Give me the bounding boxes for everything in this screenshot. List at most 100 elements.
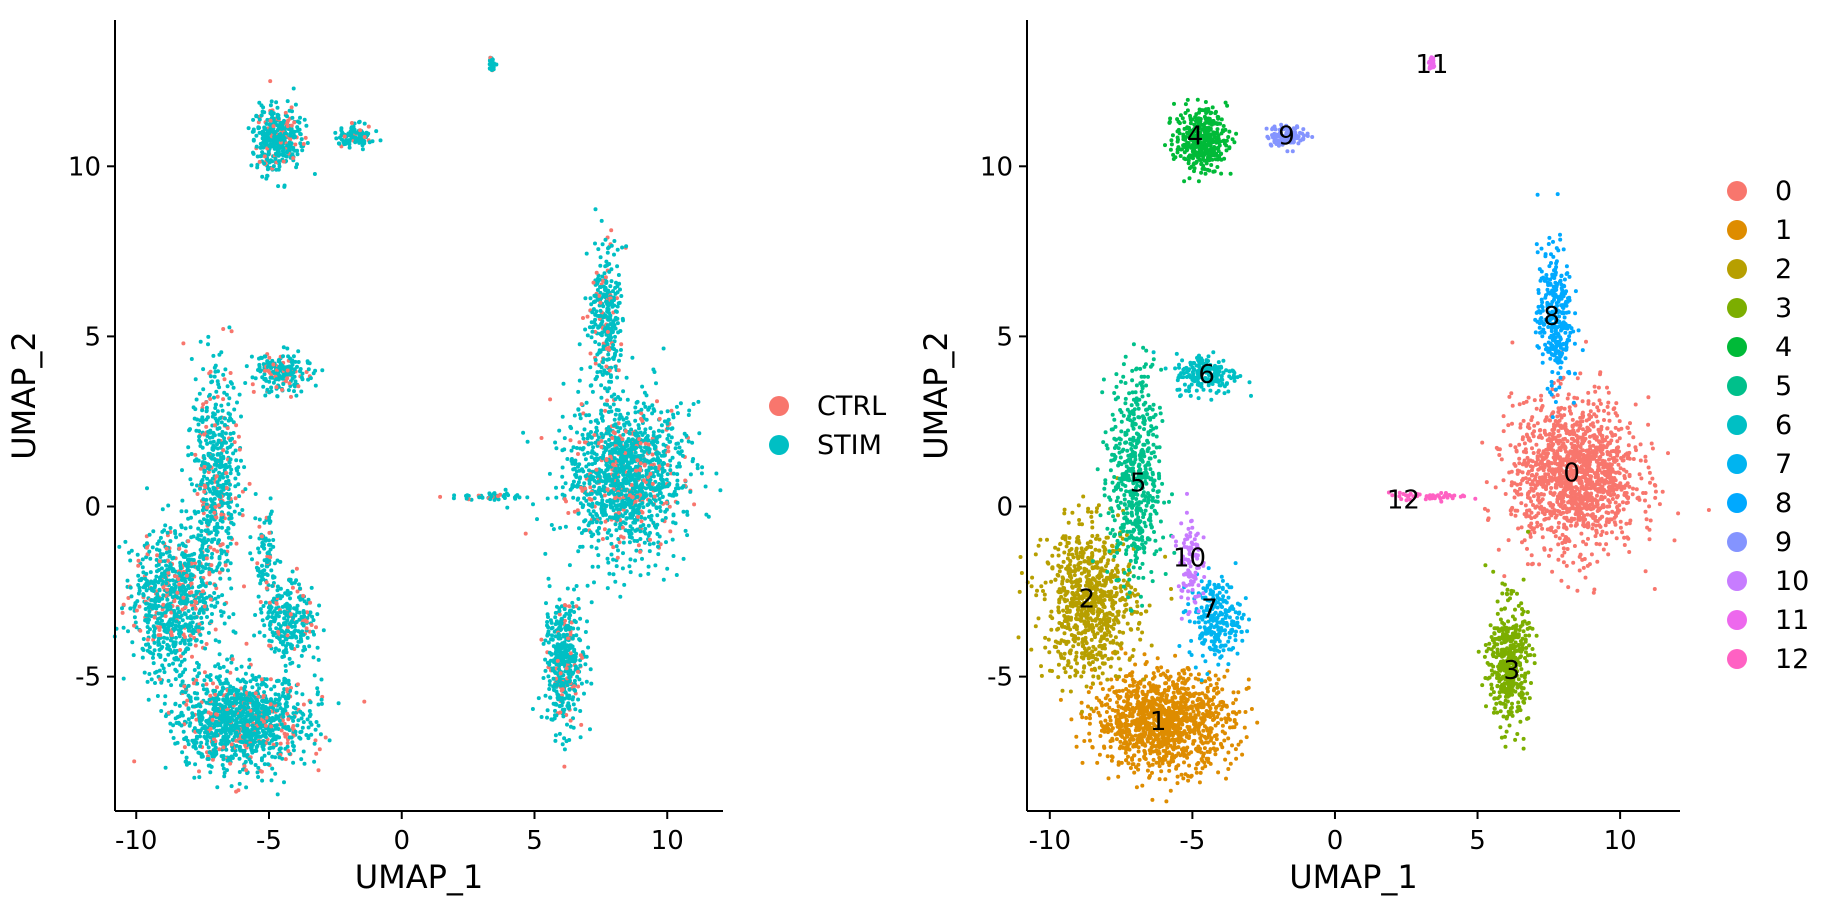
data-point (198, 444, 203, 448)
data-point (575, 508, 580, 513)
data-point (271, 164, 276, 169)
data-point (132, 615, 137, 620)
data-point (554, 485, 558, 490)
data-point (220, 525, 224, 530)
data-point (204, 438, 208, 443)
data-point (683, 478, 688, 483)
data-point (227, 615, 232, 620)
data-point (586, 645, 591, 650)
data-point (545, 496, 550, 501)
data-point (229, 467, 234, 472)
data-point (583, 474, 588, 479)
data-point (576, 407, 581, 412)
data-point (260, 174, 265, 179)
data-point (620, 446, 625, 450)
data-point (688, 489, 693, 494)
data-point (627, 431, 632, 436)
data-point (621, 432, 626, 437)
data-point (608, 405, 613, 410)
data-point (577, 440, 582, 445)
data-point (224, 471, 229, 475)
data-point (582, 519, 587, 524)
data-point (210, 435, 215, 440)
data-point (605, 402, 610, 407)
data-point (189, 600, 194, 605)
data-point (152, 615, 157, 620)
data-point (258, 145, 263, 150)
data-point (154, 563, 159, 568)
data-point (282, 708, 287, 713)
data-point (209, 514, 214, 519)
data-point (261, 384, 266, 389)
data-point (597, 526, 601, 531)
data-point (285, 711, 290, 716)
data-point (678, 401, 683, 406)
data-point (292, 382, 297, 387)
data-point (566, 623, 571, 628)
data-point (216, 452, 220, 456)
data-point (285, 99, 290, 104)
data-point (675, 472, 680, 477)
data-point (179, 587, 184, 592)
data-point (194, 740, 199, 745)
data-point (178, 615, 183, 620)
data-point (255, 770, 260, 775)
data-point (192, 416, 197, 421)
data-point (628, 449, 633, 454)
data-point (156, 652, 161, 657)
data-point (261, 714, 266, 719)
data-point (634, 464, 638, 469)
data-point (586, 442, 591, 447)
data-point (671, 471, 676, 476)
data-point (203, 566, 208, 571)
data-point (589, 435, 594, 440)
data-point (582, 481, 587, 486)
data-point (656, 472, 661, 477)
data-point (298, 709, 303, 714)
data-point (201, 687, 206, 692)
data-point (628, 570, 633, 575)
data-point (314, 720, 319, 724)
data-point (169, 709, 174, 714)
data-point (272, 145, 277, 150)
data-point (642, 462, 647, 467)
data-point (237, 447, 242, 452)
data-point (161, 640, 166, 645)
data-point (228, 471, 233, 476)
data-point (691, 402, 696, 406)
data-point (599, 520, 603, 525)
data-point (279, 722, 284, 727)
data-point (226, 526, 231, 531)
data-point (305, 141, 310, 145)
data-point (555, 604, 559, 609)
data-point (592, 433, 597, 438)
data-point (128, 585, 133, 590)
data-point (611, 430, 616, 435)
data-point (620, 514, 625, 519)
data-point (145, 625, 150, 629)
data-point (121, 676, 126, 681)
data-point (649, 466, 654, 470)
cluster-points-6 (243, 345, 325, 399)
data-point (584, 464, 589, 469)
data-point (185, 698, 190, 703)
data-point (213, 363, 218, 368)
data-point (145, 486, 149, 491)
data-point (230, 657, 235, 662)
data-point (613, 483, 618, 487)
data-point (281, 153, 286, 158)
data-point (585, 619, 589, 624)
data-point (188, 525, 193, 530)
data-point (602, 527, 607, 532)
data-point (183, 649, 188, 654)
data-point (578, 735, 583, 740)
data-point (183, 579, 188, 584)
data-point (166, 647, 171, 652)
data-point (158, 633, 163, 638)
data-point (599, 383, 604, 388)
data-point (244, 680, 249, 685)
data-point (184, 509, 189, 514)
data-point (562, 764, 567, 769)
data-point (638, 457, 643, 462)
data-point (636, 543, 641, 548)
